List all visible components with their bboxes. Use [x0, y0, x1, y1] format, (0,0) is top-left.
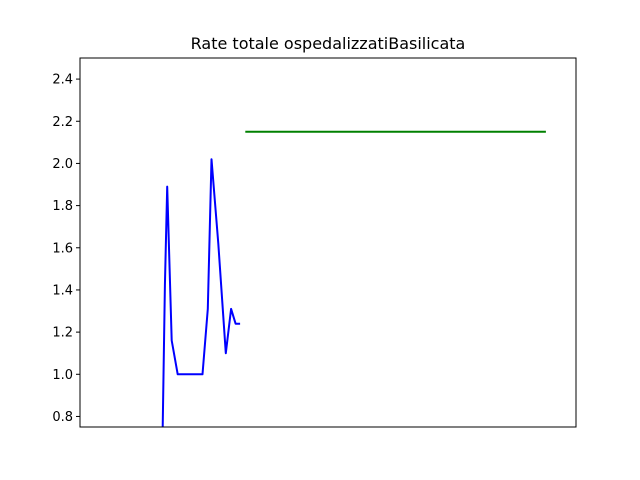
axes-frame	[79, 57, 577, 428]
y-tick-label: 2.0	[52, 157, 73, 172]
y-tick-label: 2.4	[52, 73, 73, 88]
y-tick-label: 1.6	[52, 241, 73, 256]
y-tick-label: 1.4	[52, 283, 73, 298]
y-tick-label: 0.8	[52, 410, 73, 425]
y-tick-label: 1.0	[52, 368, 73, 383]
y-axis: 0.8 1.0 1.2 1.4 1.6 1.8 2.0 2.2 2.4	[52, 73, 80, 425]
series-line-1	[161, 158, 241, 427]
y-tick-label: 1.2	[52, 326, 73, 341]
y-tick-label: 2.2	[52, 115, 73, 130]
y-tick-label: 1.8	[52, 199, 73, 214]
chart-title: Rate totale ospedalizzatiBasilicata	[191, 34, 466, 53]
plot-area	[161, 130, 546, 427]
